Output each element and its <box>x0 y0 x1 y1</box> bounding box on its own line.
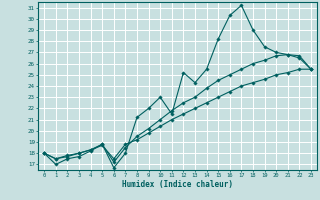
X-axis label: Humidex (Indice chaleur): Humidex (Indice chaleur) <box>122 180 233 189</box>
